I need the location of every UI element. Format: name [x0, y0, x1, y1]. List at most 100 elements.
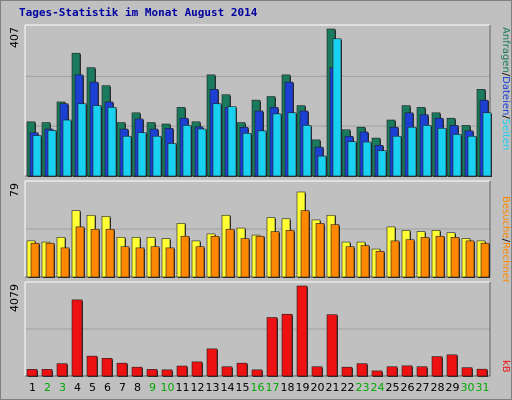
- x-tick-label: 17: [266, 381, 280, 394]
- bar-seiten: [122, 135, 132, 177]
- bar-seiten: [302, 125, 312, 177]
- x-tick-label: 23: [356, 381, 370, 394]
- bar-seiten: [227, 106, 237, 177]
- bar-kb: [476, 368, 488, 377]
- chart-title: Tages-Statistik im Monat August 2014: [19, 6, 258, 19]
- x-tick-label: 6: [104, 381, 111, 394]
- x-tick-label: 3: [59, 381, 66, 394]
- bar-seiten: [482, 112, 492, 177]
- bar-rechner: [330, 224, 340, 278]
- bar-kb: [326, 314, 338, 377]
- bar-seiten: [287, 112, 297, 177]
- bar-kb: [281, 313, 293, 377]
- bar-seiten: [377, 150, 387, 177]
- x-tick-label: 7: [119, 381, 126, 394]
- bar-seiten: [332, 38, 342, 177]
- bar-kb: [116, 362, 128, 377]
- bar-rechner: [60, 247, 70, 278]
- bar-seiten: [182, 125, 192, 177]
- bar-kb: [356, 363, 368, 377]
- bar-rechner: [30, 242, 40, 278]
- bar-kb: [461, 367, 473, 377]
- bar-kb: [266, 317, 278, 377]
- x-tick-label: 1: [29, 381, 36, 394]
- bar-seiten: [362, 141, 372, 177]
- bar-rechner: [225, 228, 235, 278]
- x-tick-label: 31: [476, 381, 490, 394]
- bar-rechner: [180, 235, 190, 278]
- bar-rechner: [375, 251, 385, 278]
- bar-rechner: [120, 246, 130, 278]
- bar-seiten: [392, 135, 402, 177]
- bar-kb: [131, 366, 143, 377]
- legend-entry: /: [500, 239, 511, 243]
- x-tick-label: 20: [311, 381, 325, 394]
- bar-rechner: [255, 235, 265, 278]
- bar-rechner: [450, 237, 460, 278]
- bar-kb: [296, 285, 308, 377]
- bar-rechner: [270, 231, 280, 278]
- bar-rechner: [240, 238, 250, 278]
- x-tick-label: 16: [251, 381, 265, 394]
- bar-kb: [161, 369, 173, 377]
- y-max-label: 4079: [8, 284, 21, 312]
- bar-kb: [386, 366, 398, 377]
- x-tick-label: 12: [191, 381, 205, 394]
- x-tick-label: 15: [236, 381, 250, 394]
- bar-seiten: [347, 141, 357, 177]
- legend-top: Anfragen/Dateien/Seiten: [500, 27, 511, 150]
- bar-kb: [86, 355, 98, 377]
- bar-rechner: [45, 242, 55, 278]
- x-tick-label: 9: [149, 381, 156, 394]
- bar-kb: [431, 356, 443, 377]
- x-tick-label: 29: [446, 381, 460, 394]
- x-tick-label: 21: [326, 381, 340, 394]
- x-tick-label: 4: [74, 381, 81, 394]
- legend-middle: Besuche/Rechner: [500, 196, 511, 284]
- bar-seiten: [272, 113, 282, 177]
- bar-kb: [311, 366, 323, 377]
- x-tick-label: 19: [296, 381, 310, 394]
- bar-seiten: [422, 125, 432, 177]
- bar-seiten: [47, 130, 57, 177]
- bar-kb: [371, 370, 383, 377]
- bar-seiten: [62, 119, 72, 177]
- bar-rechner: [210, 235, 220, 278]
- bar-seiten: [212, 103, 222, 177]
- x-tick-label: 27: [416, 381, 430, 394]
- x-tick-label: 10: [161, 381, 175, 394]
- x-tick-label: 26: [401, 381, 415, 394]
- bar-rechner: [150, 246, 160, 278]
- x-tick-label: 25: [386, 381, 400, 394]
- legend-entry: kB: [500, 360, 511, 373]
- x-tick-label: 8: [134, 381, 141, 394]
- bar-kb: [401, 365, 413, 377]
- bar-rechner: [480, 242, 490, 278]
- y-max-label: 79: [8, 183, 21, 197]
- bar-kb: [26, 369, 38, 377]
- x-tick-label: 14: [221, 381, 235, 394]
- bar-kb: [176, 365, 188, 377]
- bar-kb: [221, 366, 233, 377]
- bar-kb: [341, 366, 353, 377]
- bar-rechner: [105, 228, 115, 278]
- y-max-label: 407: [8, 27, 21, 48]
- bar-seiten: [257, 130, 267, 177]
- bar-rechner: [90, 228, 100, 278]
- bar-rechner: [195, 246, 205, 278]
- bar-rechner: [285, 230, 295, 278]
- bar-kb: [251, 369, 263, 377]
- x-tick-label: 22: [341, 381, 355, 394]
- legend-entry: Besuche: [500, 196, 511, 239]
- bar-rechner: [390, 240, 400, 278]
- bar-seiten: [92, 105, 102, 177]
- x-tick-label: 5: [89, 381, 96, 394]
- bar-seiten: [137, 132, 147, 177]
- legend-entry: /: [500, 115, 511, 119]
- legend-entry: Anfragen: [500, 27, 511, 73]
- bar-rechner: [345, 246, 355, 278]
- x-tick-label: 30: [461, 381, 475, 394]
- bar-seiten: [167, 143, 177, 177]
- x-tick-label: 24: [371, 381, 385, 394]
